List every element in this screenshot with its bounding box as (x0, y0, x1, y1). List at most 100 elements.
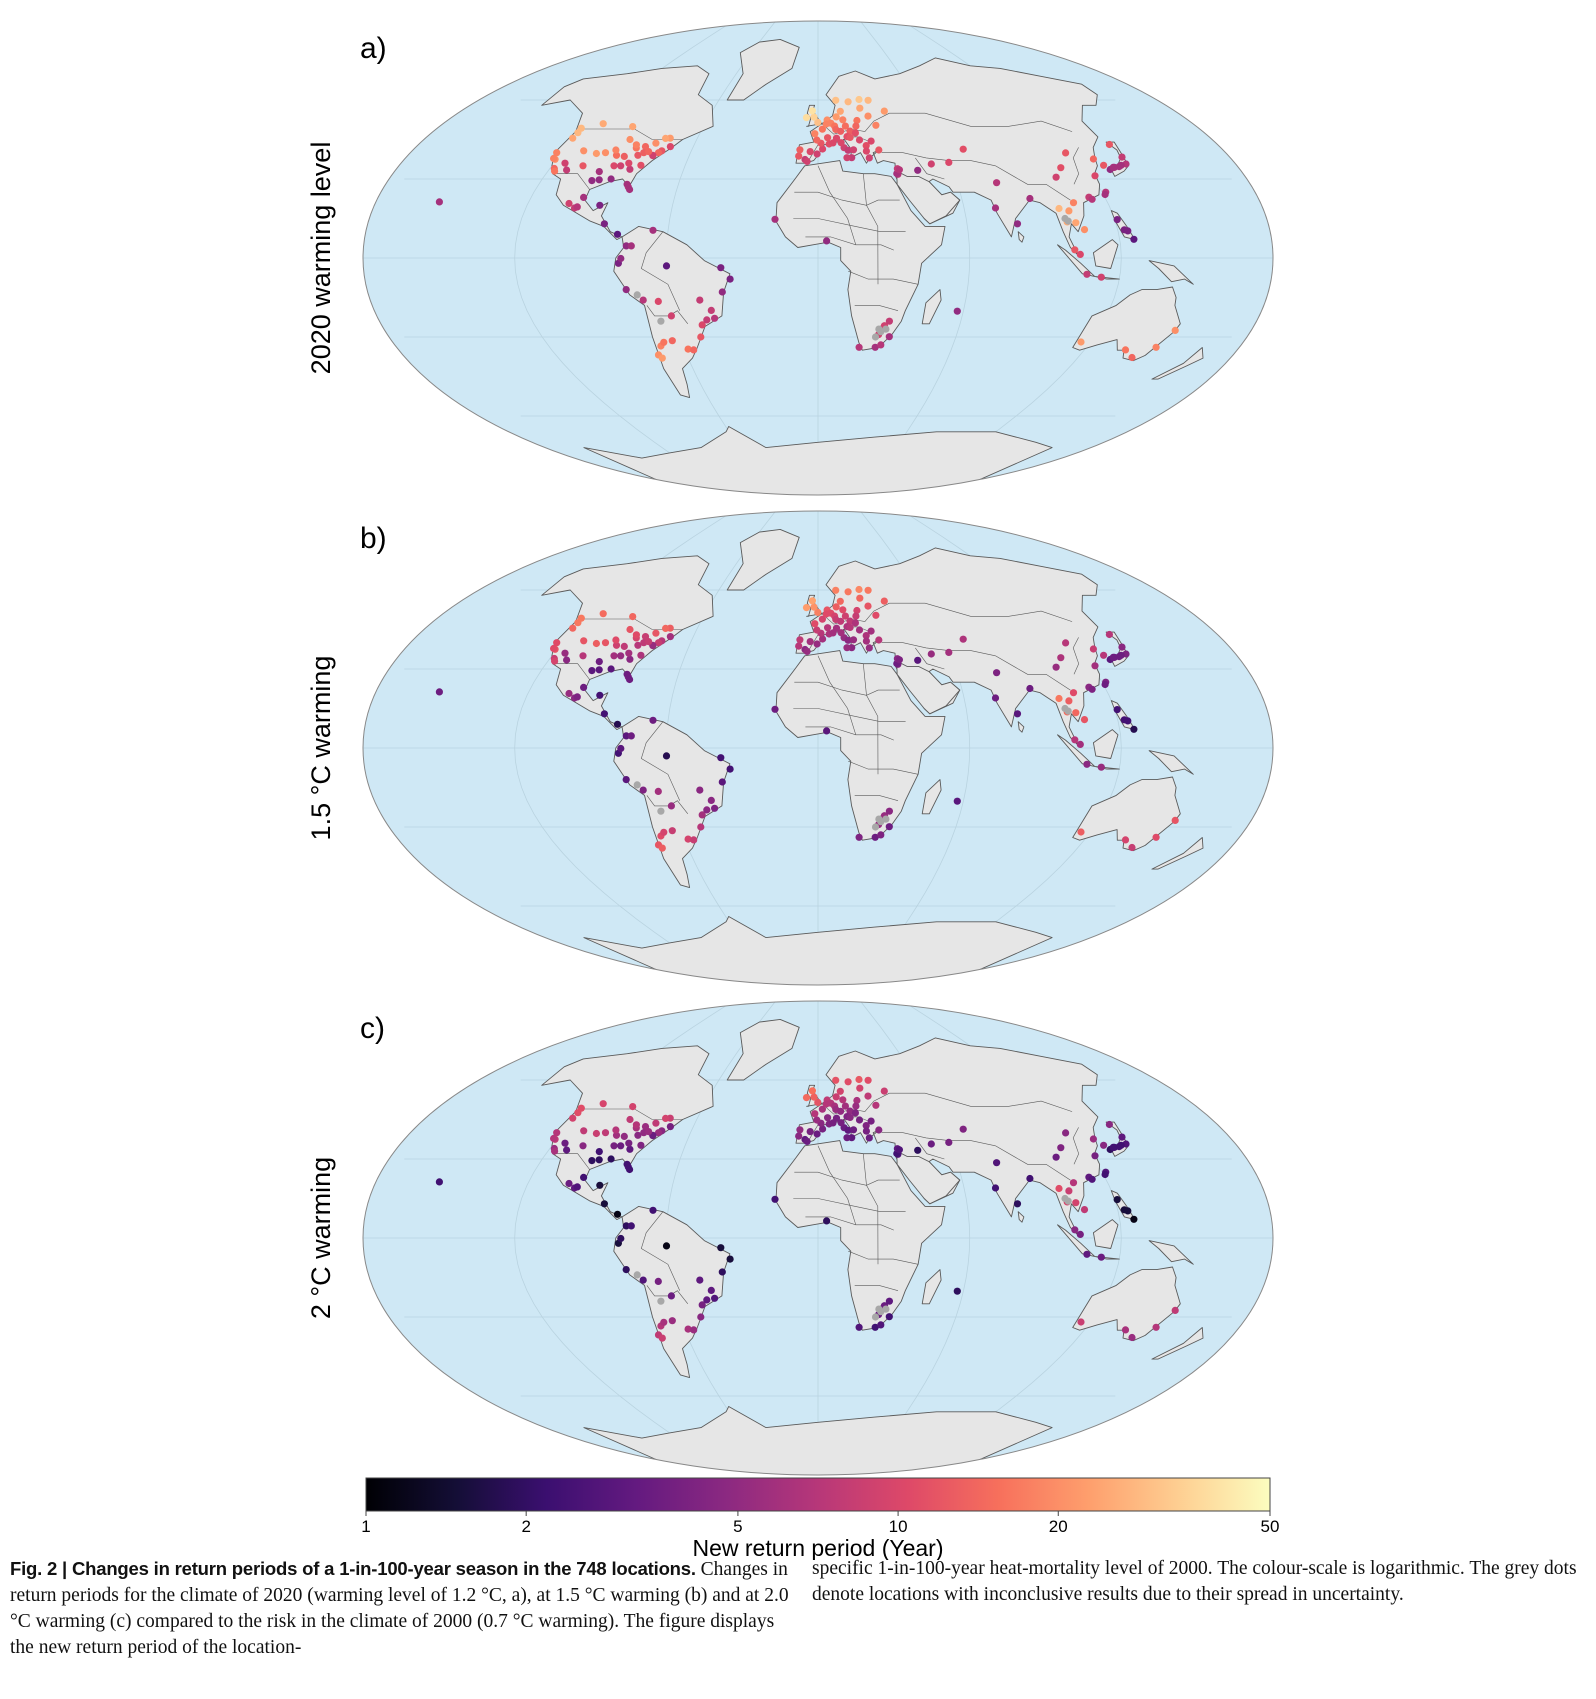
location-dot (711, 1294, 719, 1302)
country-border (863, 1153, 879, 1265)
location-dot (667, 802, 676, 810)
country-border (793, 218, 906, 232)
country-border (793, 708, 906, 722)
location-dot (818, 615, 827, 623)
location-dot (634, 641, 642, 649)
location-dot (601, 639, 610, 647)
location-dot (864, 1076, 872, 1084)
location-dot (1055, 1184, 1063, 1193)
location-dot (595, 658, 603, 666)
map-panel-a: a) 2020 warming level (306, 20, 1274, 496)
location-dot (563, 1146, 571, 1154)
location-dot (895, 166, 904, 174)
location-dot (855, 136, 864, 144)
location-dot (1171, 326, 1179, 334)
location-dot (846, 623, 854, 631)
country-border (863, 663, 879, 775)
location-dot (577, 124, 585, 132)
location-dot (1083, 760, 1091, 768)
location-dot (573, 693, 581, 701)
location-dot (844, 1126, 852, 1134)
landmass-borneo (1092, 729, 1119, 759)
location-dot (851, 619, 860, 627)
location-dot (1097, 1253, 1105, 1261)
map-panel-c: c) 2 °C warming (306, 1000, 1274, 1476)
location-dot (813, 150, 821, 158)
location-dot (1109, 653, 1117, 661)
location-dot (565, 1179, 573, 1188)
location-dot (435, 198, 443, 206)
location-dot (852, 1102, 860, 1110)
map-content-b (363, 511, 1273, 985)
landmass-borneo (1092, 1219, 1119, 1249)
landmass-newzealand (1151, 347, 1204, 380)
location-dot (553, 639, 561, 647)
location-dot (1055, 204, 1063, 213)
location-dot (629, 1103, 637, 1111)
location-dot (703, 806, 711, 814)
location-dot (645, 148, 653, 156)
location-dot (1071, 736, 1079, 744)
location-dot (652, 629, 660, 637)
location-dot (634, 1131, 642, 1139)
location-dot (1152, 343, 1160, 351)
country-border (915, 1137, 945, 1160)
location-dot (991, 694, 1000, 702)
location-dot (871, 1323, 879, 1331)
location-dot (596, 201, 604, 209)
location-dot (885, 807, 894, 815)
location-dot (1121, 836, 1130, 844)
location-dot (864, 1092, 872, 1100)
location-dot (855, 343, 863, 351)
location-dot (626, 135, 634, 144)
country-border (640, 231, 681, 311)
location-dot (610, 652, 618, 660)
location-dot (622, 1222, 630, 1230)
country-border (915, 647, 945, 670)
location-dot (718, 288, 726, 296)
panel-ylabel-c: 2 °C warming (306, 1157, 336, 1319)
location-dot (875, 1126, 883, 1134)
country-border (805, 1216, 894, 1231)
landmass-borneo (1092, 239, 1119, 269)
location-dot (1065, 1187, 1073, 1195)
country-border (640, 1211, 681, 1291)
location-dot (832, 1114, 841, 1122)
figure-caption-title: Fig. 2 | Changes in return periods of a … (10, 1558, 696, 1579)
location-dot (1118, 1133, 1126, 1141)
caption-right-column: specific 1-in-100-year heat-mortality le… (812, 1556, 1588, 1608)
location-dot (1072, 1199, 1080, 1207)
location-dot (717, 264, 725, 272)
panel-ylabel-a: 2020 warming level (306, 142, 336, 375)
location-dot (877, 1321, 885, 1329)
landmass-africa (775, 650, 946, 841)
location-dot (836, 1087, 844, 1095)
location-dot (1109, 163, 1117, 171)
location-dot (1072, 219, 1080, 227)
location-dot (914, 166, 922, 174)
location-dot (622, 242, 630, 250)
location-dot (880, 107, 888, 115)
location-dots-a (435, 95, 1179, 362)
location-dot (1171, 816, 1179, 824)
location-dot (660, 828, 668, 836)
location-dot (662, 134, 670, 142)
location-dot (620, 1132, 628, 1140)
location-dot (595, 1156, 603, 1164)
location-dot (839, 116, 847, 124)
location-dot (649, 716, 657, 724)
location-dot (824, 1114, 832, 1122)
inconclusive-dot (882, 1305, 890, 1313)
location-dot (953, 307, 961, 315)
caption-left-column: Fig. 2 | Changes in return periods of a … (10, 1556, 790, 1661)
country-border (794, 1171, 900, 1186)
location-dot (846, 1113, 854, 1121)
location-dot (811, 1110, 819, 1118)
colorbar-tick-label: 5 (733, 1517, 742, 1536)
location-dot (600, 220, 609, 228)
location-dot (612, 151, 621, 159)
location-dot (617, 1142, 625, 1150)
location-dot (1088, 685, 1096, 693)
location-dot (668, 337, 676, 345)
location-dot (993, 1159, 1001, 1167)
